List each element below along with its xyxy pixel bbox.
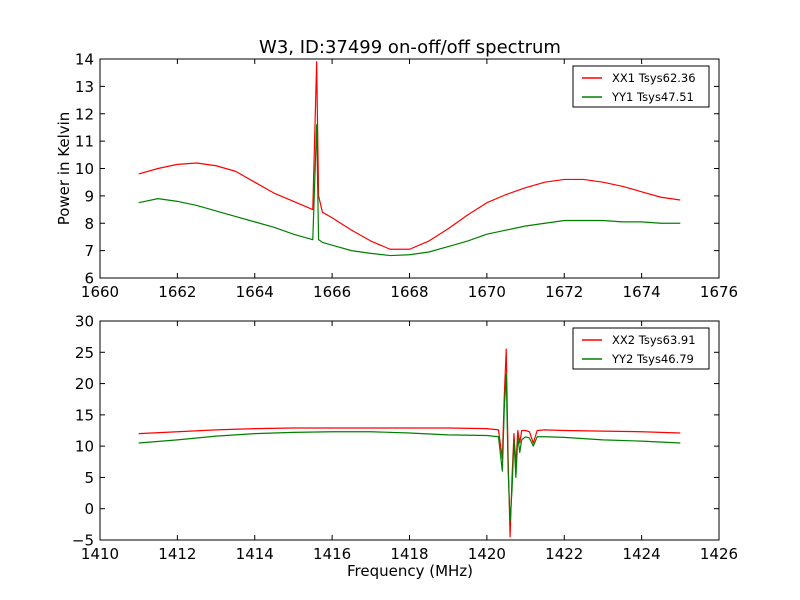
panel-1-x-tick-label-7: 1424 — [623, 545, 661, 563]
panel-1-y-tick-label-6: 25 — [75, 344, 94, 362]
panel-0-x-tick-label-0: 1660 — [81, 283, 119, 301]
panel-0-y-tick-label-5: 11 — [75, 133, 94, 151]
panel-1-x-tick-label-5: 1420 — [468, 545, 506, 563]
panel-0-x-tick-label-4: 1668 — [390, 283, 428, 301]
panel-0-legend: XX1 Tsys62.36 YY1 Tsys47.51 — [572, 65, 710, 108]
panel-0-x-tick-label-1: 1662 — [158, 283, 196, 301]
panel-0-legend-entry-1: YY1 Tsys47.51 — [611, 90, 694, 104]
bottom-panel-x-axis-label: Frequency (MHz) — [347, 562, 473, 580]
panel-1-y-tick-label-7: 30 — [75, 313, 94, 331]
panel-0-legend-entry-0: XX1 Tsys62.36 — [612, 71, 696, 85]
panel-1-series-line-1 — [138, 373, 681, 522]
panel-1-x-tick-label-6: 1422 — [545, 545, 583, 563]
panel-0-y-tick-label-3: 9 — [84, 187, 94, 205]
panel-0-x-tick-label-5: 1670 — [468, 283, 506, 301]
panel-0-legend-box — [572, 65, 710, 108]
panel-0-y-tick-label-6: 12 — [75, 105, 94, 123]
panel-0-y-tick-label-1: 7 — [84, 242, 94, 260]
panel-0-series-line-1 — [138, 124, 681, 257]
panel-1-legend-entry-0: XX2 Tsys63.91 — [612, 333, 696, 347]
panel-1-x-tick-label-0: 1410 — [81, 545, 119, 563]
panel-1-y-tick-label-2: 5 — [84, 469, 94, 487]
panel-1-legend-box — [572, 327, 710, 370]
panel-0-y-tick-label-2: 8 — [84, 215, 94, 233]
panel-0-series-line-0 — [138, 61, 681, 250]
panel-1-x-tick-label-8: 1426 — [700, 545, 738, 563]
panel-1-y-tick-label-3: 10 — [75, 438, 94, 456]
panel-1-x-tick-label-4: 1418 — [390, 545, 428, 563]
panel-1-x-tick-label-3: 1416 — [313, 545, 351, 563]
panel-1-legend: XX2 Tsys63.91 YY2 Tsys46.79 — [572, 327, 710, 370]
panel-1-y-tick-label-0: −5 — [72, 532, 94, 550]
top-panel: Power in Kelvin 1660 1662 1664 1666 1668 1670… — [55, 51, 738, 302]
panel-0-x-tick-label-3: 1666 — [313, 283, 351, 301]
panel-1-series-line-0 — [138, 348, 681, 538]
panel-0-y-tick-label-4: 10 — [75, 160, 94, 178]
panel-1-y-tick-label-4: 15 — [75, 406, 94, 424]
panel-1-x-tick-label-2: 1414 — [236, 545, 274, 563]
panel-1-y-tick-label-5: 20 — [75, 375, 94, 393]
panel-0-y-tick-label-7: 13 — [75, 78, 94, 96]
top-panel-y-axis-label: Power in Kelvin — [55, 112, 73, 226]
panel-0-y-tick-label-8: 14 — [75, 51, 94, 69]
panel-0-y-tick-label-0: 6 — [84, 270, 94, 288]
panel-1-legend-entry-1: YY2 Tsys46.79 — [611, 352, 694, 366]
panel-0-x-tick-label-7: 1674 — [623, 283, 661, 301]
panel-1-x-tick-label-1: 1412 — [158, 545, 196, 563]
panel-0-x-tick-label-8: 1676 — [700, 283, 738, 301]
panel-0-x-tick-label-2: 1664 — [236, 283, 274, 301]
panel-1-y-tick-label-1: 0 — [84, 500, 94, 518]
panel-0-x-tick-label-6: 1672 — [545, 283, 583, 301]
figure-title: W3, ID:37499 on-off/off spectrum — [259, 37, 561, 58]
bottom-panel: Frequency (MHz) 1410 1412 1414 1416 1418 1420… — [72, 313, 738, 581]
